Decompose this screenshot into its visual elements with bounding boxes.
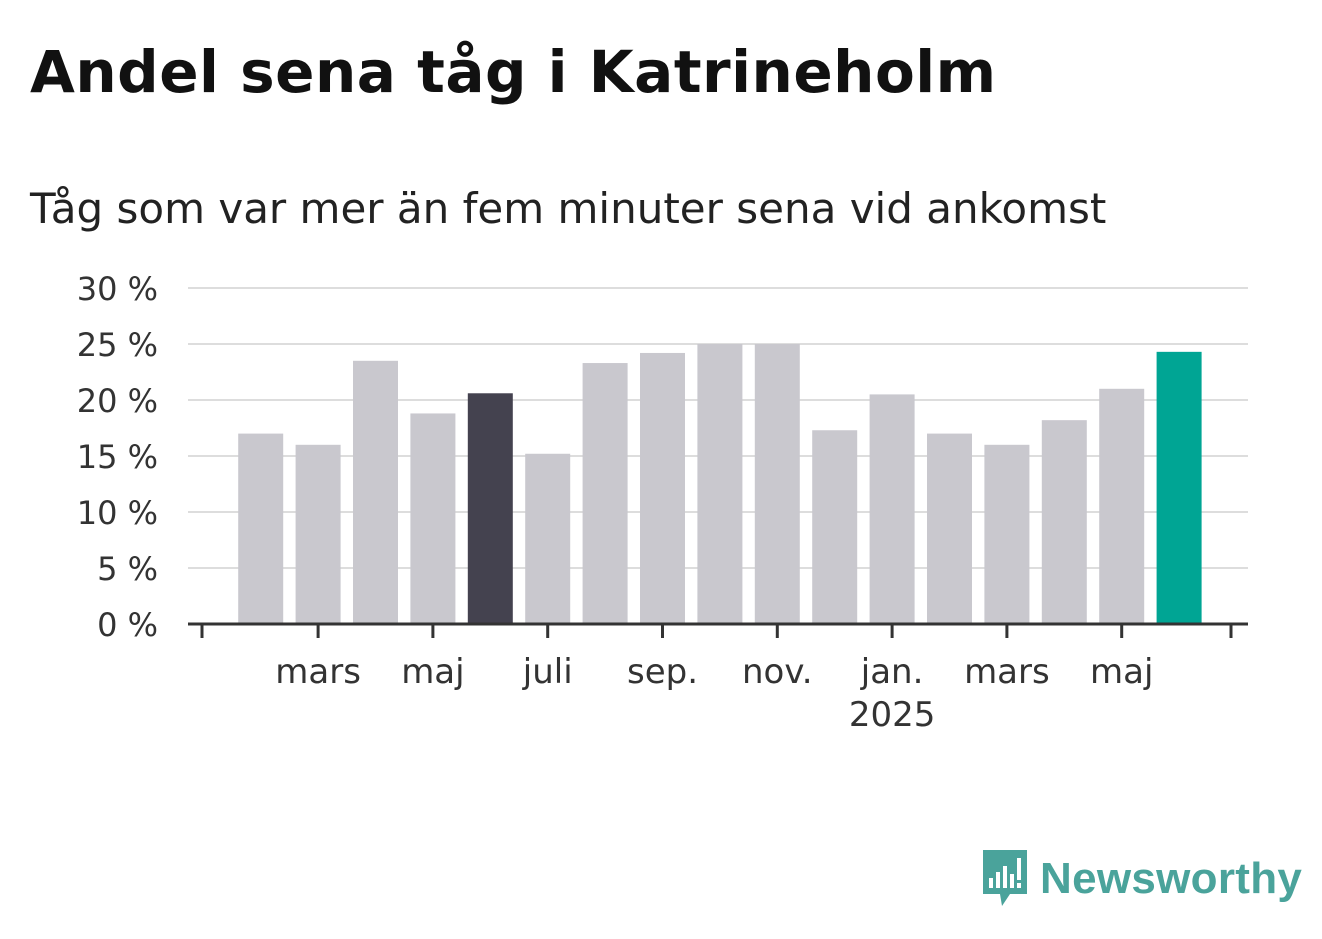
bar (353, 360, 398, 624)
bar (812, 430, 858, 624)
bar (754, 344, 800, 624)
y-tick-label: 0 % (97, 606, 158, 644)
bar (525, 453, 571, 624)
bar (869, 394, 915, 624)
x-tick-label: sep. (627, 652, 698, 692)
y-tick-label: 25 % (77, 326, 158, 364)
x-tick-label: maj (401, 652, 464, 692)
bar (295, 444, 341, 624)
x-tick-label: jan. (860, 652, 924, 692)
bar (238, 433, 284, 624)
brand-logo: Newsworthy (980, 848, 1302, 910)
y-tick-label: 5 % (97, 550, 158, 588)
bar-chart-bubble-icon (983, 850, 1027, 906)
y-tick-label: 20 % (77, 382, 158, 420)
bar (410, 413, 456, 624)
y-tick-label: 10 % (77, 494, 158, 532)
x-tick-label: juli (522, 652, 573, 692)
bar (640, 352, 685, 624)
y-tick-label: 15 % (77, 438, 158, 476)
bar (467, 393, 513, 624)
x-tick-label: mars (275, 652, 361, 692)
bar (1041, 420, 1087, 624)
y-tick-label: 30 % (77, 270, 158, 308)
page-title: Andel sena tåg i Katrineholm (30, 38, 997, 106)
x-tick-label: maj (1090, 652, 1153, 692)
x-tick-year-label: 2025 (849, 695, 936, 735)
x-tick-label: mars (964, 652, 1050, 692)
bar (1099, 388, 1145, 624)
bar (984, 444, 1030, 624)
bar (697, 344, 743, 624)
bar (582, 363, 628, 624)
bar (1156, 351, 1202, 624)
brand-name: Newsworthy (1040, 854, 1303, 903)
x-tick-label: nov. (742, 652, 813, 692)
bar-chart: 0 %5 %10 %15 %20 %25 %30 %mars maj juli sep… (77, 270, 1248, 735)
bar (927, 433, 972, 624)
chart-subtitle: Tåg som var mer än fem minuter sena vid … (30, 184, 1107, 233)
